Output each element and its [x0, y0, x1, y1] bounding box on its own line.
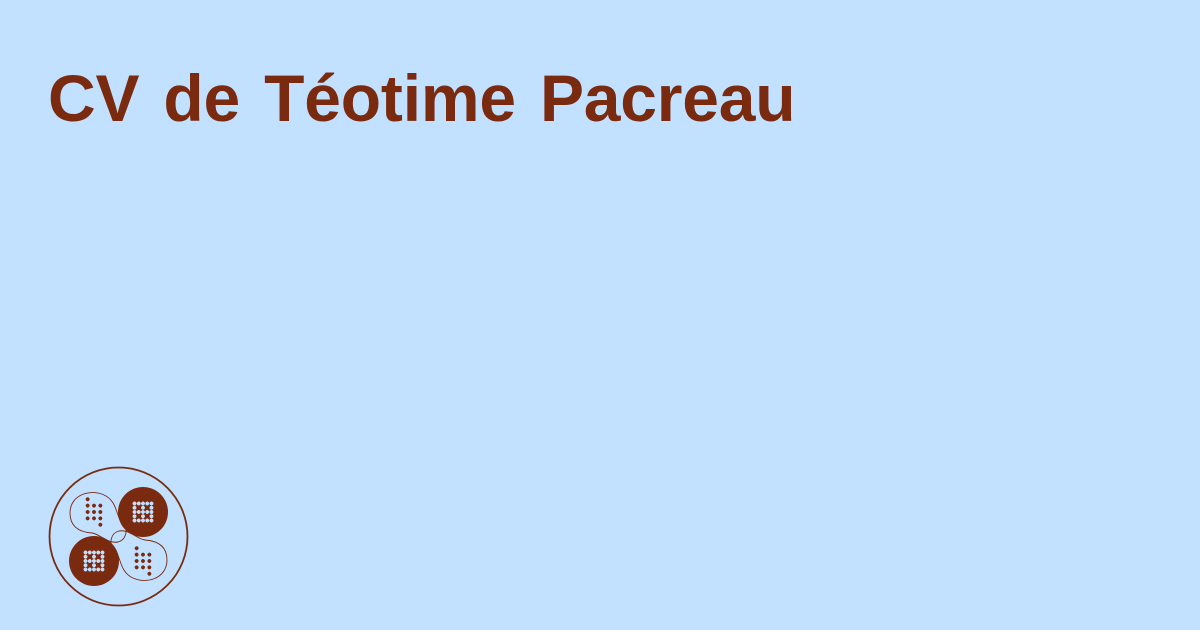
page-title: CV de Téotime Pacreau: [48, 61, 796, 135]
dotted-circles-logo-icon: [48, 466, 189, 607]
